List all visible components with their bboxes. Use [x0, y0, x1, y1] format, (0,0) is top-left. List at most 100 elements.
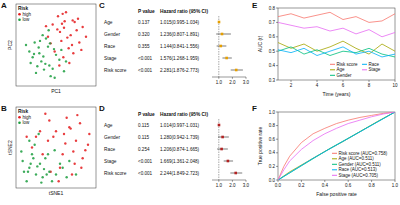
- hazard-ratio-text: 1.280(0.942-1.739): [160, 135, 200, 140]
- x-tick-label: 2: [290, 83, 293, 88]
- x-tick: [301, 180, 302, 182]
- y-tick-label: 0.4: [269, 150, 276, 155]
- y-tick-label: 0.4: [269, 63, 276, 68]
- legend: Riskhighlow: [18, 6, 32, 22]
- point: [53, 77, 55, 79]
- ci-line: [217, 46, 227, 47]
- y-tick-label: 0.2: [269, 164, 276, 169]
- y-tick: [276, 22, 278, 23]
- point: [79, 122, 81, 124]
- x-tick-label: 8: [368, 83, 371, 88]
- y-tick-label: 0.6: [269, 137, 276, 142]
- x-tick-label: 10: [392, 83, 398, 88]
- row-label: Stage: [104, 159, 117, 164]
- point: [32, 157, 34, 159]
- point: [35, 72, 37, 74]
- x-tick-label: 0.4: [322, 183, 329, 188]
- x-axis: [212, 180, 246, 181]
- point: [73, 163, 75, 165]
- point: [21, 160, 23, 162]
- y-tick-label: 0.7: [269, 20, 276, 25]
- point: [31, 56, 33, 58]
- point: [55, 54, 57, 56]
- x-tick-label: 0.2: [298, 183, 305, 188]
- legend-swatch: [330, 64, 335, 65]
- point: [40, 181, 42, 183]
- legend-swatch: [332, 169, 337, 170]
- point: [41, 176, 43, 178]
- point: [58, 64, 60, 66]
- x-tick: [232, 77, 233, 79]
- point: [73, 21, 75, 23]
- marks: [20, 113, 90, 184]
- ci-line: [224, 161, 233, 162]
- y-tick: [276, 112, 278, 113]
- point: [52, 136, 54, 138]
- ci-line: [218, 22, 220, 23]
- point: [85, 36, 87, 38]
- hazard-ratio-marker: [227, 160, 230, 163]
- line: [278, 47, 395, 57]
- point: [67, 47, 69, 49]
- point: [81, 26, 83, 28]
- row-label: Age: [104, 123, 113, 128]
- point: [75, 140, 77, 142]
- point: [40, 60, 42, 62]
- y-tick-label: 0.8: [269, 6, 276, 11]
- legend-label: low: [23, 120, 31, 125]
- marks: [25, 11, 87, 79]
- hazard-ratio-text: 1.144(0.841-1.556): [160, 44, 200, 49]
- y-tick: [276, 152, 278, 153]
- point: [29, 62, 31, 64]
- line: [278, 12, 395, 22]
- point: [61, 13, 63, 15]
- point: [65, 176, 67, 178]
- point: [33, 41, 35, 43]
- point: [48, 171, 50, 173]
- marks: [278, 112, 395, 180]
- point: [59, 163, 61, 165]
- x-tick-label: 0.0: [275, 183, 282, 188]
- point: [35, 173, 37, 175]
- line: [278, 22, 395, 36]
- point: [33, 144, 35, 146]
- point: [53, 149, 55, 151]
- panel-letter: A: [1, 1, 7, 10]
- x-tick-label: 0.6: [345, 183, 352, 188]
- x-tick: [291, 80, 292, 82]
- line: [278, 47, 395, 57]
- point: [64, 142, 66, 144]
- y-axis-label: PC2: [7, 40, 13, 50]
- point: [47, 140, 49, 142]
- x-tick: [395, 80, 396, 82]
- point: [55, 173, 57, 175]
- point: [84, 149, 86, 151]
- point: [44, 63, 46, 65]
- point: [45, 37, 47, 39]
- hazard-ratio-marker: [218, 21, 221, 24]
- point: [28, 50, 30, 52]
- point: [47, 36, 49, 38]
- hazard-ratio-text: 2.281(1.876-2.773): [160, 68, 200, 73]
- point: [51, 180, 53, 182]
- x-tick-label: 3.0: [243, 80, 250, 85]
- p-value: 0.115: [138, 135, 150, 140]
- y-tick: [276, 80, 278, 81]
- hazard-ratio-text: 1.206(0.874-1.665): [160, 147, 200, 152]
- reference-line: [218, 16, 219, 77]
- hazard-ratio-marker: [221, 136, 224, 139]
- point: [61, 167, 63, 169]
- row-label: Gender: [104, 32, 120, 37]
- point: [61, 153, 63, 155]
- point: [57, 15, 59, 17]
- point: [43, 68, 45, 70]
- y-tick: [276, 139, 278, 140]
- row-label: Race: [104, 44, 116, 49]
- hazard-ratio-marker: [235, 69, 238, 72]
- point: [72, 52, 74, 54]
- legend-swatch: [332, 158, 337, 159]
- legend: Risk score (AUC=0.758)Age (AUC=0.511)Gen…: [332, 151, 388, 178]
- point: [65, 11, 67, 13]
- legend-swatch: [18, 13, 21, 16]
- plot-frame: [278, 112, 395, 180]
